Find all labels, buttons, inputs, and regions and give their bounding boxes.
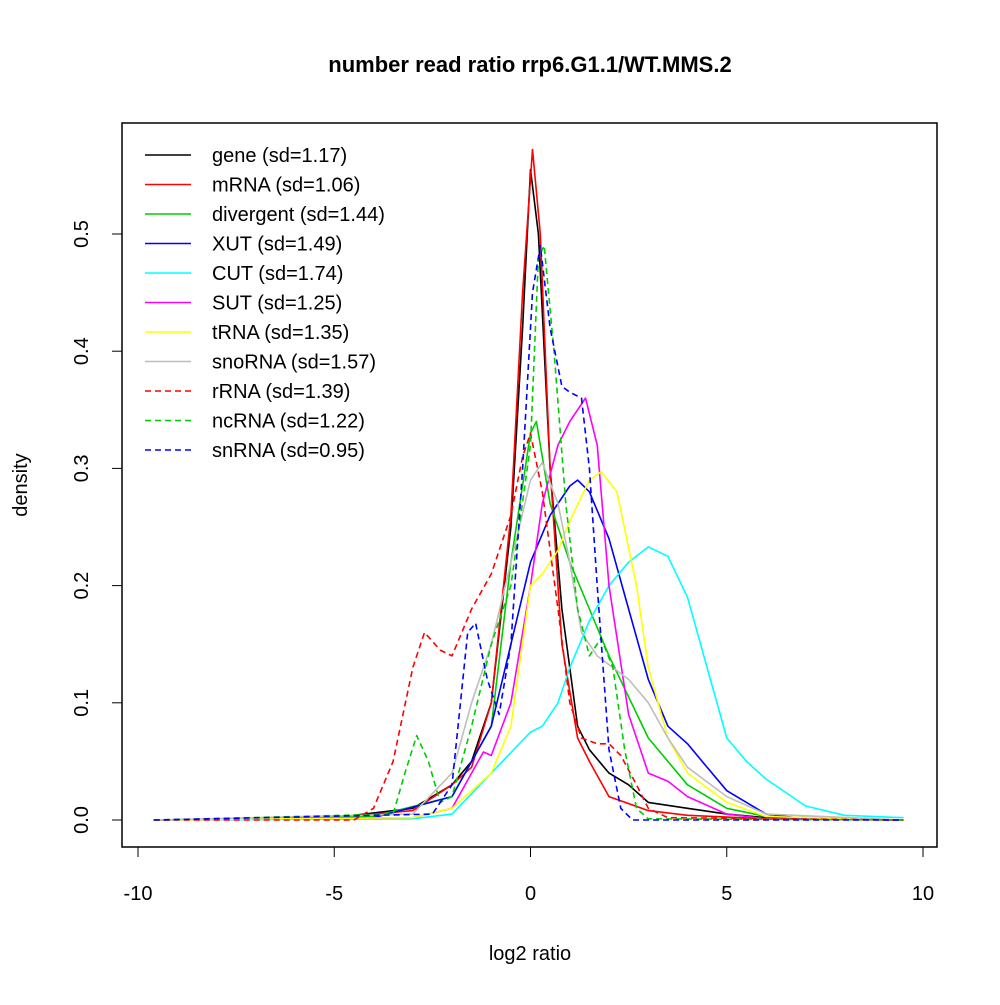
y-tick-label: 0.4 <box>71 337 93 365</box>
y-axis: 0.0 0.1 0.2 0.3 0.4 0.5 <box>71 220 123 834</box>
legend-label: gene (sd=1.17) <box>212 145 347 167</box>
legend-label: tRNA (sd=1.35) <box>212 322 349 344</box>
legend-label: rRNA (sd=1.39) <box>212 381 350 403</box>
x-tick-label: -5 <box>325 883 343 905</box>
legend-item: snRNA (sd=0.95) <box>145 440 365 462</box>
legend-item: mRNA (sd=1.06) <box>145 175 360 197</box>
x-tick-label: 10 <box>912 883 934 905</box>
legend-label: SUT (sd=1.25) <box>212 293 342 315</box>
legend-item: CUT (sd=1.74) <box>145 263 343 285</box>
y-tick-label: 0.5 <box>71 220 93 248</box>
legend-label: ncRNA (sd=1.22) <box>212 411 365 433</box>
x-tick-label: -10 <box>124 883 153 905</box>
legend-label: snoRNA (sd=1.57) <box>212 352 376 374</box>
chart-title: number read ratio rrp6.G1.1/WT.MMS.2 <box>328 52 731 77</box>
y-tick-label: 0.2 <box>71 572 93 600</box>
legend-item: divergent (sd=1.44) <box>145 204 385 226</box>
series-line-rrna <box>153 432 904 821</box>
y-tick-label: 0.0 <box>71 806 93 834</box>
x-tick-label: 0 <box>525 883 536 905</box>
legend-item: snoRNA (sd=1.57) <box>145 352 376 374</box>
legend-label: CUT (sd=1.74) <box>212 263 343 285</box>
series-layer <box>153 148 904 821</box>
legend: gene (sd=1.17) mRNA (sd=1.06) divergent (s… <box>145 145 385 462</box>
series-line-sut <box>153 397 904 821</box>
legend-item: XUT (sd=1.49) <box>145 234 342 256</box>
legend-label: snRNA (sd=0.95) <box>212 440 365 462</box>
y-tick-label: 0.3 <box>71 454 93 482</box>
x-tick-label: 5 <box>721 883 732 905</box>
legend-label: mRNA (sd=1.06) <box>212 175 360 197</box>
series-line-snorna <box>153 461 904 821</box>
legend-item: SUT (sd=1.25) <box>145 293 342 315</box>
legend-item: tRNA (sd=1.35) <box>145 322 349 344</box>
legend-label: divergent (sd=1.44) <box>212 204 385 226</box>
series-line-cut <box>153 546 904 821</box>
series-line-trna <box>153 471 904 821</box>
legend-label: XUT (sd=1.49) <box>212 234 342 256</box>
series-line-xut <box>153 479 904 821</box>
legend-item: ncRNA (sd=1.22) <box>145 411 365 433</box>
x-axis: -10 -5 0 5 10 <box>124 846 934 905</box>
series-line-snrna <box>153 244 904 821</box>
y-axis-label: density <box>10 453 32 516</box>
x-axis-label: log2 ratio <box>489 943 571 965</box>
legend-item: rRNA (sd=1.39) <box>145 381 350 403</box>
legend-item: gene (sd=1.17) <box>145 145 347 167</box>
y-tick-label: 0.1 <box>71 689 93 717</box>
series-line-divergent <box>153 420 904 821</box>
